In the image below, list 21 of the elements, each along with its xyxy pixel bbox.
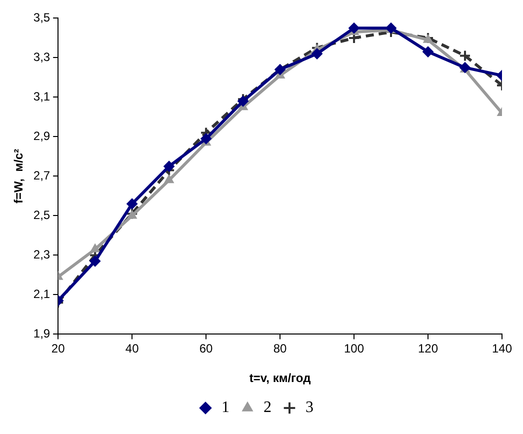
x-tick-label: 100 (344, 342, 364, 356)
y-tick-label: 2,3 (33, 248, 50, 262)
x-tick-label: 140 (492, 342, 512, 356)
y-axis-title: f=W, м/с² (12, 148, 26, 204)
y-tick-label: 2,7 (33, 168, 50, 183)
y-tick-label: 2,5 (33, 208, 50, 222)
legend-label: 3 (306, 399, 314, 416)
y-tick-label: 3,3 (33, 50, 50, 64)
y-tick-label: 2,1 (33, 287, 50, 302)
legend-label: 2 (264, 399, 272, 416)
x-tick-label: 120 (418, 342, 438, 356)
legend-label: 1 (222, 399, 230, 416)
x-tick-label: 40 (125, 342, 140, 356)
y-tick-label: 3,5 (33, 10, 50, 25)
y-tick-label: 1,9 (33, 326, 50, 341)
y-tick-label: 2,9 (33, 129, 50, 144)
y-tick-label: 3,1 (33, 90, 50, 104)
x-axis-title: t=v, км/год (249, 371, 312, 386)
x-tick-label: 60 (199, 342, 214, 356)
x-tick-label: 80 (273, 342, 288, 356)
x-tick-label: 20 (51, 342, 66, 356)
